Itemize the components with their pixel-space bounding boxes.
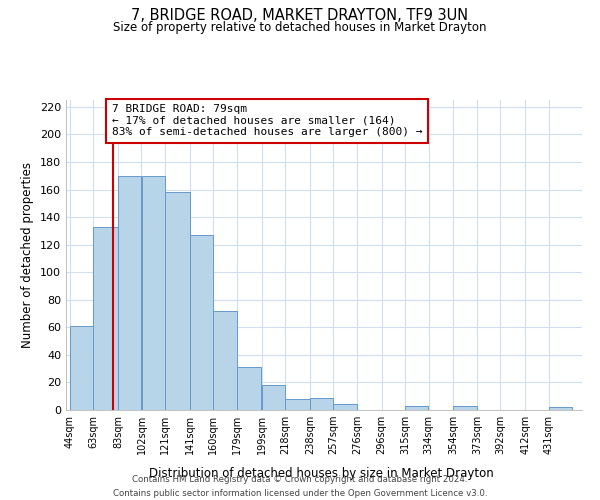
Bar xyxy=(310,398,333,410)
Bar xyxy=(214,311,236,410)
Text: Size of property relative to detached houses in Market Drayton: Size of property relative to detached ho… xyxy=(113,21,487,34)
Bar xyxy=(237,368,262,410)
Bar xyxy=(454,406,476,410)
Bar xyxy=(262,385,285,410)
Bar xyxy=(94,227,118,410)
Bar xyxy=(549,407,572,410)
Bar xyxy=(334,404,356,410)
Bar xyxy=(118,176,141,410)
Text: Distribution of detached houses by size in Market Drayton: Distribution of detached houses by size … xyxy=(149,467,493,480)
Bar xyxy=(142,176,165,410)
Bar xyxy=(285,399,310,410)
Bar xyxy=(405,406,428,410)
Y-axis label: Number of detached properties: Number of detached properties xyxy=(22,162,34,348)
Text: 7, BRIDGE ROAD, MARKET DRAYTON, TF9 3UN: 7, BRIDGE ROAD, MARKET DRAYTON, TF9 3UN xyxy=(131,8,469,22)
Bar xyxy=(165,192,190,410)
Bar xyxy=(190,235,213,410)
Text: 7 BRIDGE ROAD: 79sqm
← 17% of detached houses are smaller (164)
83% of semi-deta: 7 BRIDGE ROAD: 79sqm ← 17% of detached h… xyxy=(112,104,422,138)
Text: Contains HM Land Registry data © Crown copyright and database right 2024.
Contai: Contains HM Land Registry data © Crown c… xyxy=(113,476,487,498)
Bar xyxy=(70,326,93,410)
